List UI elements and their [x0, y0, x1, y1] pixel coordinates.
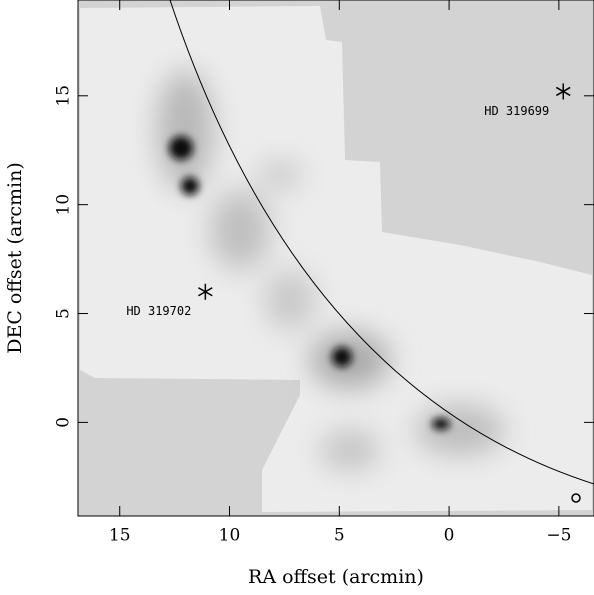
x-tick-label: −5 [546, 526, 571, 546]
y-tick-label: 5 [54, 308, 74, 319]
x-tick-label: 5 [334, 526, 345, 546]
y-tick-label: 15 [54, 85, 74, 107]
frame [77, 0, 594, 517]
star-label: HD 319699 [484, 104, 549, 118]
star-stroke [555, 86, 571, 97]
y-tick-label: 0 [54, 417, 74, 428]
arc [169, 0, 594, 485]
x-axis-label: RA offset (arcmin) [248, 566, 424, 588]
beam [571, 493, 581, 503]
x-tick-label: 0 [444, 526, 455, 546]
star-marker [198, 283, 213, 300]
emission [157, 70, 505, 470]
y-axis-label: DEC offset (arcmin) [4, 162, 26, 354]
star-label: HD 319702 [126, 304, 191, 318]
x-tick-label: 15 [109, 526, 131, 546]
y-tick-label: 10 [54, 194, 74, 216]
cores [169, 136, 450, 430]
star-stroke [198, 287, 213, 297]
x-tick-label: 10 [219, 526, 241, 546]
image [78, 0, 594, 516]
star-marker [555, 83, 571, 100]
